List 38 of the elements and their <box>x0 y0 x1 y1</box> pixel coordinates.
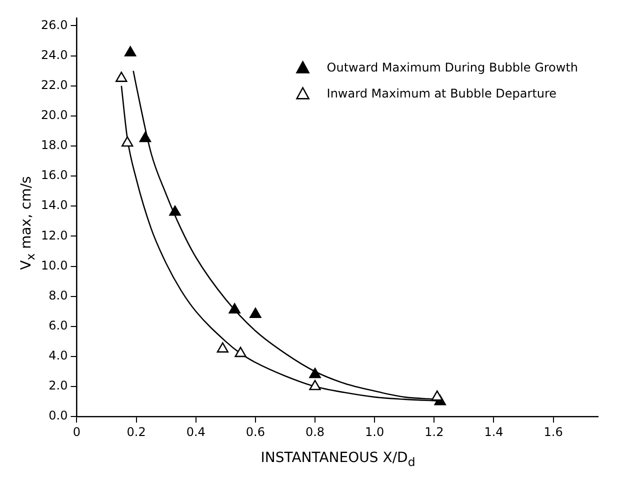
point <box>250 308 262 318</box>
y-tick-label: 20.0 <box>41 108 68 122</box>
y-tick-label: 0.0 <box>48 408 68 423</box>
y-tick-label: 6.0 <box>48 318 68 333</box>
y-tick-label: 4.0 <box>48 348 68 363</box>
x-tick-label: 1.4 <box>484 424 504 439</box>
x-tick-label: 1.0 <box>365 424 384 439</box>
y-tick-label: 8.0 <box>48 288 68 302</box>
y-tick-label: 26.0 <box>41 18 68 32</box>
y-tick-label: 14.0 <box>41 198 68 212</box>
x-tick-label: 0.2 <box>126 424 146 439</box>
y-tick-label: 2.0 <box>48 378 68 393</box>
y-tick-label: 12.0 <box>41 228 68 242</box>
y-tick-label: 24.0 <box>41 48 68 62</box>
x-axis-title: INSTANTANEOUS X/D$_{d}$ <box>260 450 416 469</box>
point <box>234 346 246 358</box>
point <box>216 342 229 353</box>
point <box>124 46 136 56</box>
legend-label: Inward Maximum at Bubble Departure <box>326 86 557 100</box>
x-tick-label: 0.8 <box>305 424 325 439</box>
point <box>309 368 321 378</box>
point <box>169 205 181 216</box>
x-tick-label: 1.2 <box>424 424 444 439</box>
point <box>431 390 443 401</box>
x-tick-label: 1.6 <box>544 424 563 439</box>
x-tick-label: 0 <box>72 424 81 439</box>
point <box>309 380 321 390</box>
point <box>122 136 134 147</box>
y-tick-label: 22.0 <box>41 78 68 92</box>
legend-label: Outward Maximum During Bubble Growth <box>326 60 578 74</box>
x-tick-label: 0.4 <box>186 424 206 439</box>
x-tick-label: 0.6 <box>246 424 265 439</box>
y-tick-label: 16.0 <box>41 168 68 182</box>
point <box>228 303 240 314</box>
y-tick-label: 10.0 <box>41 258 68 272</box>
y-tick-label: 18.0 <box>41 138 68 152</box>
point <box>139 132 152 142</box>
point <box>116 72 128 82</box>
